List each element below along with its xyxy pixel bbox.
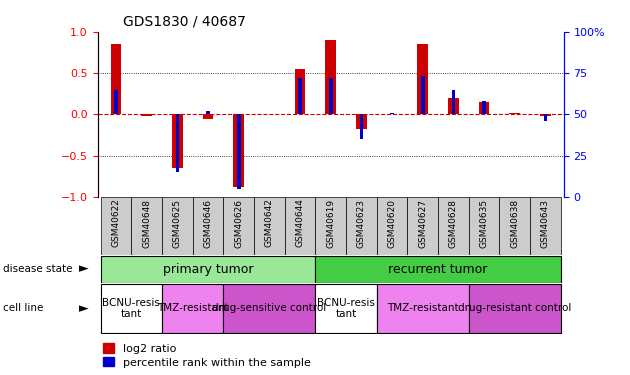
Bar — [356, 114, 367, 129]
Text: drug-sensitive control: drug-sensitive control — [212, 303, 326, 313]
Text: GSM40627: GSM40627 — [418, 199, 427, 248]
Bar — [285, 197, 316, 255]
Text: GSM40625: GSM40625 — [173, 199, 182, 248]
Text: GSM40648: GSM40648 — [142, 199, 151, 248]
Text: recurrent tumor: recurrent tumor — [389, 262, 488, 276]
Text: GSM40646: GSM40646 — [203, 199, 212, 248]
Text: GSM40626: GSM40626 — [234, 199, 243, 248]
Text: GSM40623: GSM40623 — [357, 199, 366, 248]
Text: primary tumor: primary tumor — [163, 262, 253, 276]
Text: ►: ► — [79, 262, 89, 276]
Bar — [316, 284, 377, 333]
Bar — [408, 197, 438, 255]
Bar — [203, 114, 214, 118]
Bar — [530, 197, 561, 255]
Bar — [224, 284, 316, 333]
Bar — [510, 113, 520, 114]
Bar — [329, 78, 333, 114]
Text: BCNU-resis
tant: BCNU-resis tant — [317, 298, 375, 319]
Bar — [316, 197, 346, 255]
Bar — [101, 256, 316, 283]
Bar — [233, 114, 244, 187]
Text: drug-resistant control: drug-resistant control — [458, 303, 571, 313]
Bar — [438, 197, 469, 255]
Text: GSM40620: GSM40620 — [387, 199, 397, 248]
Bar — [500, 197, 530, 255]
Text: GSM40619: GSM40619 — [326, 199, 335, 248]
Text: GSM40628: GSM40628 — [449, 199, 458, 248]
Bar — [193, 197, 224, 255]
Bar — [377, 284, 469, 333]
Bar — [346, 197, 377, 255]
Bar — [469, 284, 561, 333]
Bar — [544, 114, 547, 121]
Bar — [316, 256, 561, 283]
Bar — [237, 114, 241, 189]
Bar — [162, 197, 193, 255]
Bar — [540, 114, 551, 116]
Text: disease state: disease state — [3, 264, 72, 274]
Bar — [325, 40, 336, 114]
Bar — [298, 78, 302, 114]
Text: GSM40644: GSM40644 — [295, 199, 304, 248]
Text: GSM40638: GSM40638 — [510, 199, 519, 248]
Bar — [111, 44, 122, 114]
Bar — [469, 197, 500, 255]
Bar — [295, 69, 306, 114]
Bar — [254, 197, 285, 255]
Bar — [421, 76, 425, 114]
Bar — [101, 197, 132, 255]
Bar — [224, 197, 254, 255]
Bar — [390, 113, 394, 114]
Bar — [483, 101, 486, 114]
Bar — [172, 114, 183, 168]
Text: BCNU-resis
tant: BCNU-resis tant — [103, 298, 160, 319]
Legend: log2 ratio, percentile rank within the sample: log2 ratio, percentile rank within the s… — [103, 344, 311, 368]
Text: GDS1830 / 40687: GDS1830 / 40687 — [123, 14, 246, 28]
Bar — [114, 90, 118, 114]
Bar — [101, 284, 162, 333]
Bar — [479, 102, 490, 114]
Text: GSM40643: GSM40643 — [541, 199, 550, 248]
Bar — [452, 90, 455, 114]
Bar — [206, 111, 210, 114]
Bar — [377, 197, 408, 255]
Bar — [448, 98, 459, 114]
Text: TMZ-resistant: TMZ-resistant — [157, 303, 229, 313]
Bar — [162, 284, 224, 333]
Text: cell line: cell line — [3, 303, 43, 313]
Text: TMZ-resistant: TMZ-resistant — [387, 303, 459, 313]
Text: GSM40622: GSM40622 — [112, 199, 120, 248]
Bar — [176, 114, 180, 172]
Bar — [360, 114, 364, 139]
Bar — [141, 114, 152, 116]
Bar — [418, 44, 428, 114]
Text: GSM40642: GSM40642 — [265, 199, 274, 248]
Bar — [132, 197, 162, 255]
Text: ►: ► — [79, 302, 89, 315]
Text: GSM40635: GSM40635 — [479, 199, 489, 248]
